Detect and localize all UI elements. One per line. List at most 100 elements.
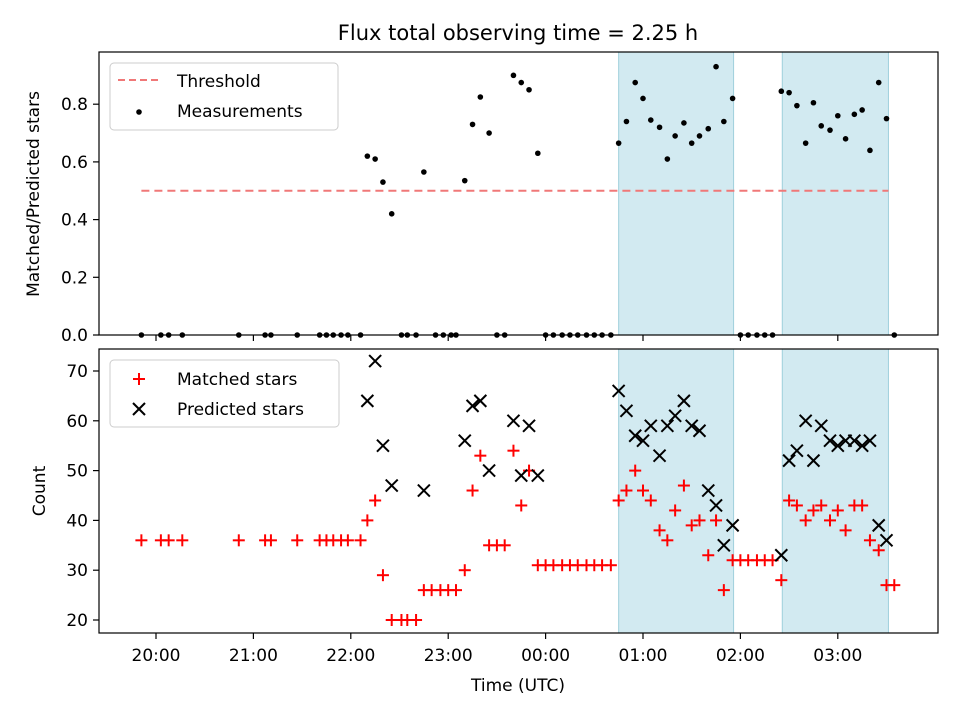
predicted-star-point (806, 453, 821, 468)
matched-star-point (466, 484, 479, 497)
predicted-star-point (619, 404, 634, 418)
predicted-star-point (644, 419, 658, 433)
matched-star-point (653, 524, 666, 537)
x-tick-label: 20:00 (132, 646, 181, 666)
measurement-point (656, 124, 663, 131)
predicted-marker-b (790, 443, 804, 458)
predicted-marker-b (701, 483, 715, 498)
y-tick-label: 20 (66, 611, 88, 631)
matched-star-point (783, 494, 796, 507)
measurement-point (696, 133, 703, 139)
matched-star-point (815, 499, 828, 512)
predicted-star-point (514, 468, 528, 483)
measurement-point (883, 115, 890, 122)
predicted-star-point (458, 434, 472, 448)
matched-star-point (839, 524, 852, 537)
measurement-point (526, 86, 532, 93)
predicted-marker-b (717, 538, 731, 553)
matched-star-point (775, 574, 788, 587)
matched-star-point (176, 534, 189, 547)
measurement-point (713, 63, 719, 70)
measurement-point (794, 102, 800, 109)
predicted-star-point (701, 483, 715, 498)
measurement-point (842, 136, 849, 142)
matched-star-point (291, 534, 304, 547)
predicted-star-point (677, 394, 691, 408)
predicted-marker-b (531, 468, 545, 483)
predicted-star-point (360, 394, 375, 408)
y-tick-label: 60 (66, 412, 88, 432)
measurement-point (461, 177, 468, 184)
legend-predicted-swatch (132, 402, 146, 416)
x-tick-label: 22:00 (326, 646, 375, 666)
measurement-point (705, 125, 712, 132)
predicted-marker-b (385, 478, 399, 493)
x-tick-label: 23:00 (424, 646, 473, 666)
matched-star-point (232, 534, 245, 547)
measurement-point (535, 150, 541, 157)
predicted-star-point (709, 498, 723, 513)
x-tick-label: 21:00 (229, 646, 278, 666)
ratio-series (138, 63, 898, 338)
predicted-star-point (879, 533, 894, 548)
measurement-point (380, 179, 386, 185)
measurement-point (372, 156, 378, 162)
predicted-marker-b (863, 434, 877, 448)
x-tick-label: 01:00 (619, 646, 668, 666)
predicted-marker-b (782, 453, 796, 468)
measurement-point (681, 120, 687, 126)
counts-series (135, 354, 901, 626)
matched-star-point (410, 614, 423, 626)
matched-star-point (341, 534, 354, 547)
predicted-marker-b (872, 518, 886, 533)
x-tick-label: 00:00 (521, 646, 570, 666)
predicted-marker-b (709, 498, 723, 513)
matched-star-point (799, 514, 812, 527)
counts-x-axis-label: Time (UTC) (470, 676, 565, 696)
legend-box (109, 359, 340, 428)
predicted-marker-b (417, 483, 431, 498)
counts-axes-frame (98, 348, 939, 634)
predicted-marker-b (482, 463, 496, 478)
predicted-star-point (831, 438, 845, 453)
predicted-marker-b (628, 429, 642, 443)
predicted-star-point (692, 424, 707, 438)
matched-star-point (458, 564, 471, 577)
matched-star-point (135, 534, 148, 547)
predicted-star-point (717, 538, 731, 553)
observing-bands (618, 51, 889, 336)
matched-star-point (629, 464, 642, 477)
matched-star-point (863, 534, 876, 547)
predicted-marker-b (619, 404, 634, 418)
matched-star-point (856, 499, 869, 512)
predicted-star-point (376, 438, 390, 453)
predicted-marker-b (644, 419, 658, 433)
predicted-star-point (482, 463, 496, 478)
predicted-marker-b (725, 518, 740, 533)
counts-x-axis: 20:00 21:00 22:00 23:00 00:00 01:00 02:00 03:00 (132, 633, 862, 666)
matched-star-point (361, 514, 374, 527)
counts-legend: Matched stars Predicted stars (109, 359, 340, 428)
legend-box (109, 62, 339, 131)
y-tick-label: 0.4 (61, 211, 88, 231)
measurement-point (867, 147, 873, 154)
x-tick-label: 02:00 (716, 646, 765, 666)
predicted-marker-b (636, 434, 650, 448)
y-tick-label: 30 (66, 561, 88, 581)
matched-star-point (661, 534, 674, 547)
matched-star-point (702, 549, 715, 562)
matched-star-point (507, 444, 520, 457)
matched-star-point (449, 584, 462, 597)
measurement-point (802, 140, 809, 146)
predicted-marker-b (798, 414, 813, 428)
predicted-star-point (855, 438, 869, 453)
measurement-point (835, 112, 841, 119)
matched-star-point (376, 569, 389, 582)
measurement-point (388, 211, 395, 217)
measurement-point (623, 118, 630, 125)
predicted-marker-b (522, 419, 536, 433)
predicted-marker-b (814, 419, 828, 433)
y-tick-label: 40 (66, 511, 88, 531)
predicted-star-point (863, 434, 877, 448)
